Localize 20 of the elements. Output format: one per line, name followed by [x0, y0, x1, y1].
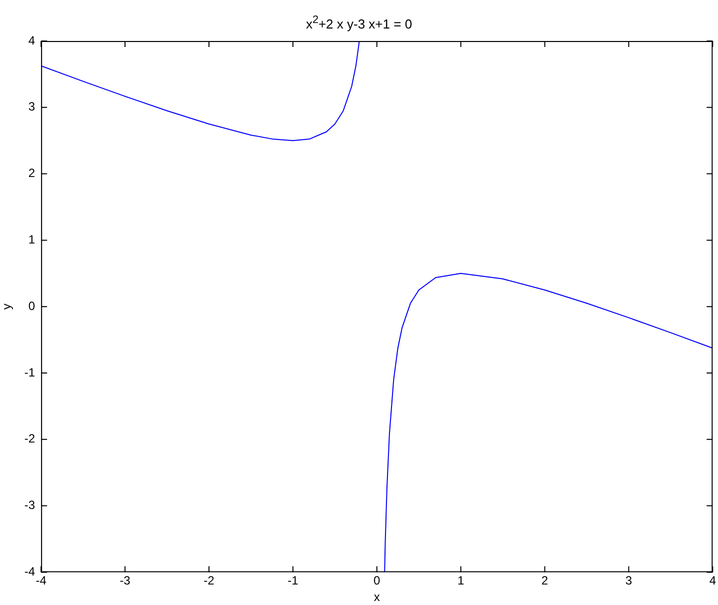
chart-title: x$^{2}$+2 x y-3 x+1 = 0	[304, 14, 414, 32]
y-tick-label: -1	[24, 365, 36, 380]
x-tick-label: 3	[625, 574, 632, 588]
x-tick-label: -3	[120, 574, 131, 588]
y-tick-label: -4	[24, 564, 36, 579]
y-axis-title: y	[0, 304, 14, 310]
x-tick-label: 2	[541, 574, 548, 588]
y-tick-label: 3	[28, 100, 36, 114]
x-tick-label: 0	[374, 574, 381, 588]
y-tick-label: 1	[28, 232, 36, 247]
x-tick-label: -1	[288, 574, 299, 588]
y-tick-label: 4	[28, 33, 36, 48]
y-tick-label: 2	[28, 166, 36, 180]
x-tick-label: 1	[457, 574, 464, 588]
y-tick-label: -2	[24, 432, 36, 446]
x-axis-title: x	[374, 590, 380, 604]
y-tick-label: -3	[24, 498, 36, 512]
x-tick-label: -2	[204, 574, 215, 588]
x-tick-label: 4	[709, 574, 716, 588]
y-tick-label: 0	[28, 298, 36, 313]
